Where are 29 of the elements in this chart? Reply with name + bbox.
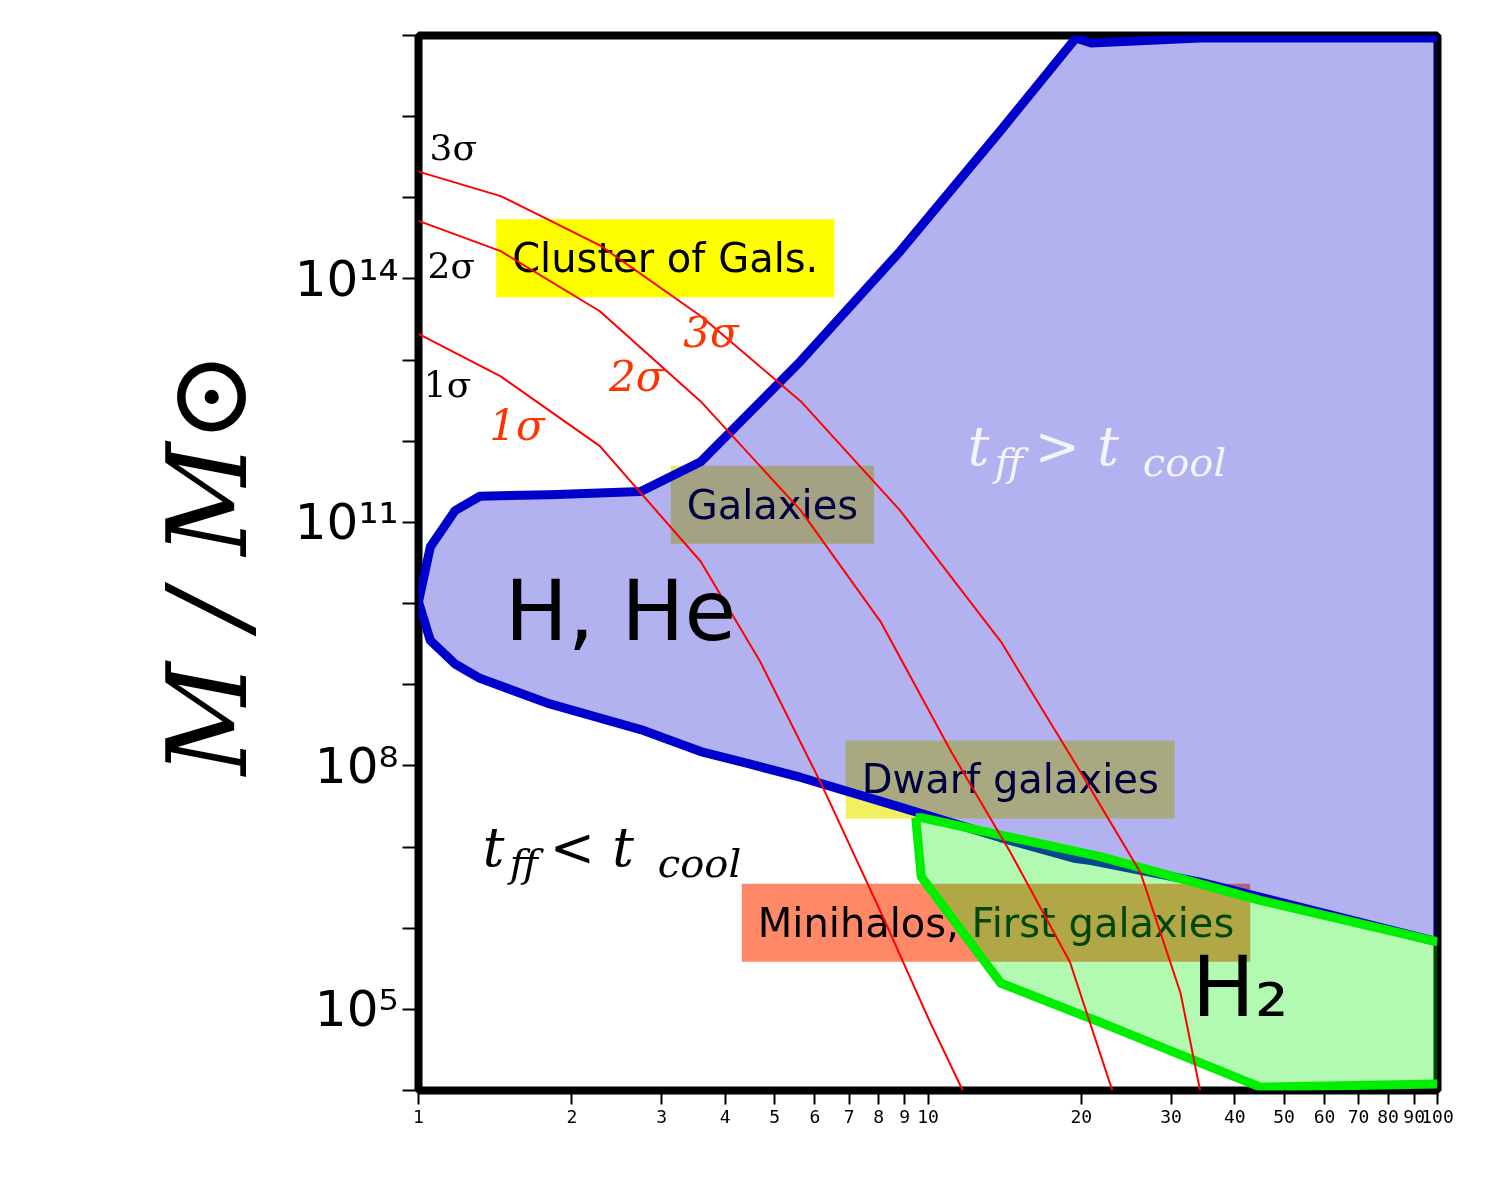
annotation: H, He bbox=[504, 562, 737, 661]
y-tick-label: 10¹¹ bbox=[294, 493, 399, 552]
x-tick-label: 50 bbox=[1273, 1105, 1295, 1127]
annotation: 1σ bbox=[423, 364, 472, 406]
x-tick-label: 60 bbox=[1313, 1105, 1336, 1127]
x-tick-label: 9 bbox=[899, 1105, 911, 1127]
x-tick-label: 1 bbox=[413, 1105, 424, 1127]
annotation: H₂ bbox=[1191, 937, 1289, 1036]
y-axis-title: M / M⊙ bbox=[143, 350, 272, 778]
x-tick-label: 2 bbox=[566, 1105, 578, 1127]
x-tick-label: 80 bbox=[1377, 1105, 1399, 1127]
x-tick-label: 10 bbox=[917, 1105, 939, 1127]
x-tick-label: 20 bbox=[1070, 1105, 1093, 1127]
annotation: 2σ bbox=[607, 351, 666, 401]
x-tick-label: 6 bbox=[809, 1105, 821, 1127]
y-tick-label: 10⁵ bbox=[314, 980, 399, 1039]
x-tick-label: 7 bbox=[843, 1105, 855, 1127]
annotation: 2σ bbox=[427, 245, 476, 287]
x-tick-label: 70 bbox=[1347, 1105, 1370, 1127]
annotation: 3σ bbox=[429, 126, 477, 168]
x-tick-label: 3 bbox=[656, 1105, 668, 1127]
y-tick-label: 10⁸ bbox=[314, 736, 399, 795]
x-tick-label: 30 bbox=[1160, 1105, 1182, 1127]
x-tick-label: 40 bbox=[1223, 1105, 1246, 1127]
annotation: 1σ bbox=[489, 401, 546, 451]
x-tick-label: 8 bbox=[873, 1105, 885, 1127]
y-tick-label: 10¹⁴ bbox=[294, 249, 399, 308]
x-tick-label: 5 bbox=[769, 1105, 781, 1127]
x-tick-label: 4 bbox=[719, 1105, 731, 1127]
